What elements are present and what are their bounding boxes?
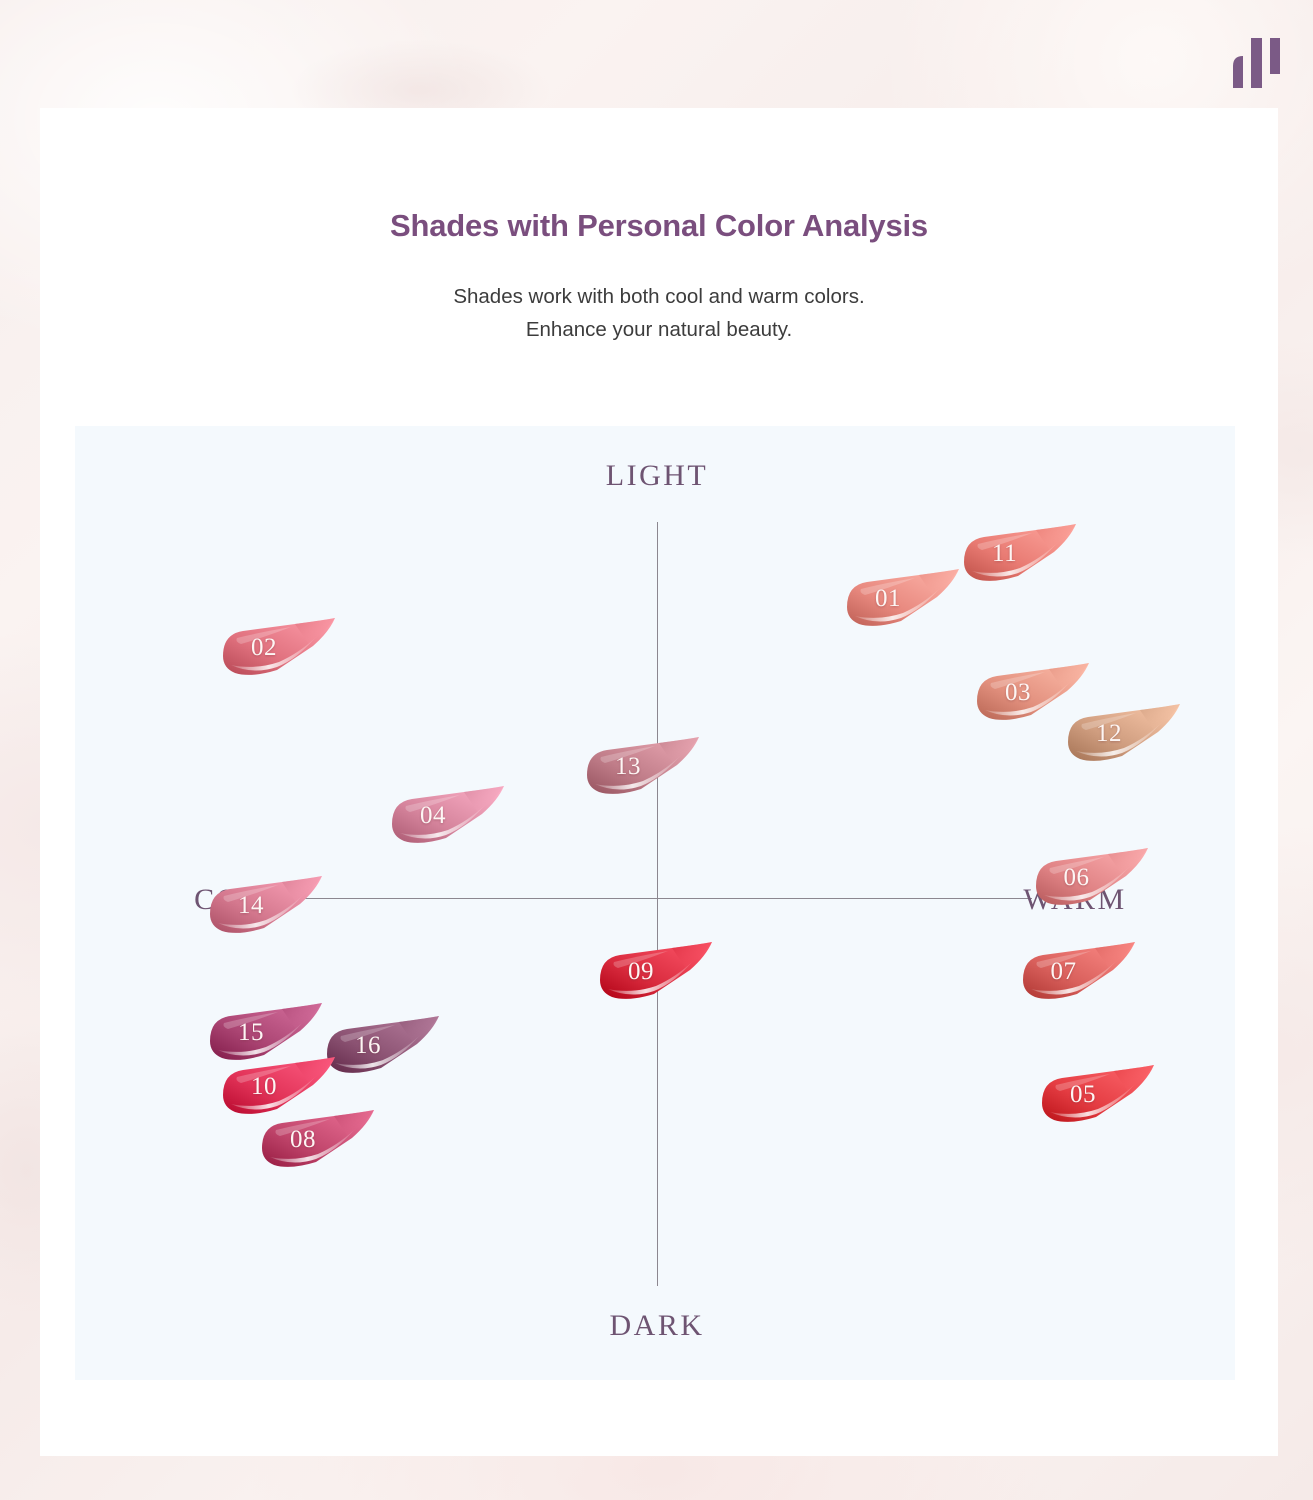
bar-logo [1229,36,1285,88]
page-title: Shades with Personal Color Analysis [390,208,928,243]
shade-swatch-11[interactable]: 11 [962,523,1080,584]
shade-swatch-15[interactable]: 15 [208,1003,326,1063]
axis-label-dark: DARK [609,1309,705,1342]
shade-swatch-16[interactable]: 16 [325,1015,443,1076]
header: Shades with Personal Color Analysis Shad… [40,108,1278,346]
horizontal-axis-line [282,898,1032,899]
shade-swatch-05[interactable]: 05 [1040,1064,1158,1125]
shade-swatch-10[interactable]: 10 [221,1056,339,1117]
content-card: Shades with Personal Color Analysis Shad… [40,108,1278,1456]
shade-swatch-12[interactable]: 12 [1066,704,1184,764]
page-subtitle: Shades work with both cool and warm colo… [40,280,1278,346]
shade-swatch-01[interactable]: 01 [845,568,963,629]
subtitle-line-1: Shades work with both cool and warm colo… [453,285,865,308]
vertical-axis-line [657,522,658,1286]
shade-swatch-08[interactable]: 08 [260,1109,378,1170]
subtitle-line-2: Enhance your natural beauty. [525,318,793,342]
shade-swatch-13[interactable]: 13 [585,736,703,797]
color-analysis-chart: LIGHT DARK COOL WARM 0111020312130406140… [75,426,1235,1380]
shade-swatch-02[interactable]: 02 [221,617,339,678]
shade-swatch-14[interactable]: 14 [208,876,326,936]
shade-swatch-09[interactable]: 09 [598,941,716,1002]
shade-swatch-06[interactable]: 06 [1034,847,1152,908]
shade-swatch-04[interactable]: 04 [390,786,508,846]
shade-swatch-07[interactable]: 07 [1021,941,1139,1002]
axis-label-light: LIGHT [605,459,709,492]
